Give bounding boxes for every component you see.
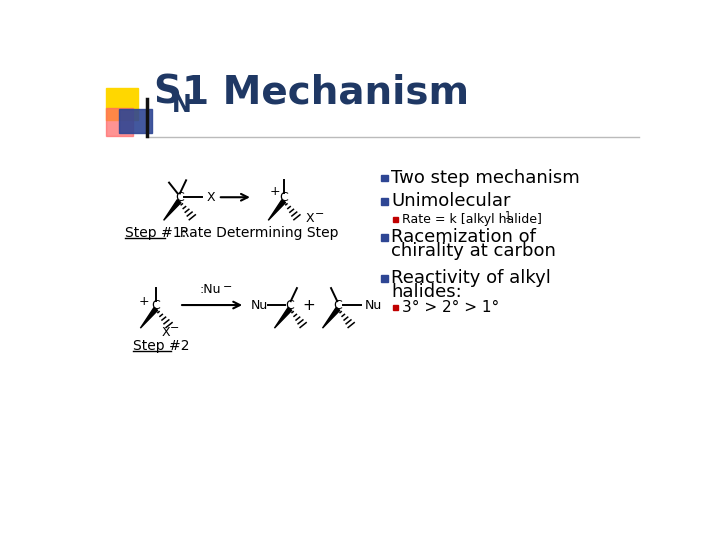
Polygon shape	[163, 200, 181, 220]
Bar	[106, 108, 133, 136]
Text: Step #1:: Step #1:	[125, 226, 186, 240]
Bar	[393, 305, 397, 309]
Text: X: X	[305, 212, 314, 225]
Text: +: +	[302, 298, 315, 313]
Text: Step #2: Step #2	[132, 339, 189, 353]
Polygon shape	[140, 307, 158, 328]
Text: Reactivity of alkyl: Reactivity of alkyl	[392, 269, 552, 287]
Text: C: C	[175, 191, 184, 204]
Bar	[106, 88, 138, 120]
Bar	[381, 174, 387, 181]
Bar	[381, 275, 387, 281]
Text: −: −	[315, 209, 324, 219]
Text: N: N	[171, 93, 191, 117]
Text: 1 Mechanism: 1 Mechanism	[182, 73, 469, 111]
Bar	[393, 217, 397, 222]
Text: Nu: Nu	[364, 299, 382, 312]
Text: −: −	[223, 281, 233, 292]
Bar	[381, 234, 387, 241]
Text: +: +	[269, 185, 280, 198]
Text: C: C	[151, 299, 161, 312]
Text: Two step mechanism: Two step mechanism	[392, 169, 580, 187]
Text: Rate = k [alkyl halide]: Rate = k [alkyl halide]	[402, 213, 542, 226]
Text: C: C	[286, 299, 294, 312]
Text: :Nu: :Nu	[199, 283, 221, 296]
Text: C: C	[279, 191, 288, 204]
Text: Rate Determining Step: Rate Determining Step	[171, 226, 339, 240]
Text: X: X	[206, 191, 215, 204]
Bar	[120, 110, 152, 132]
Polygon shape	[274, 307, 292, 328]
Text: chirality at carbon: chirality at carbon	[392, 242, 557, 260]
Polygon shape	[323, 307, 340, 328]
Text: 3° > 2° > 1°: 3° > 2° > 1°	[402, 300, 500, 315]
Text: S: S	[153, 73, 181, 111]
Polygon shape	[269, 200, 286, 220]
Text: X: X	[162, 326, 171, 339]
Text: Racemization of: Racemization of	[392, 228, 536, 246]
Text: +: +	[138, 295, 149, 308]
Text: C: C	[333, 299, 343, 312]
Text: 1: 1	[505, 211, 511, 221]
Text: halides:: halides:	[392, 283, 462, 301]
Text: Nu: Nu	[251, 299, 269, 312]
Bar	[381, 198, 387, 205]
Text: Unimolecular: Unimolecular	[392, 192, 511, 210]
Text: −: −	[170, 323, 179, 333]
